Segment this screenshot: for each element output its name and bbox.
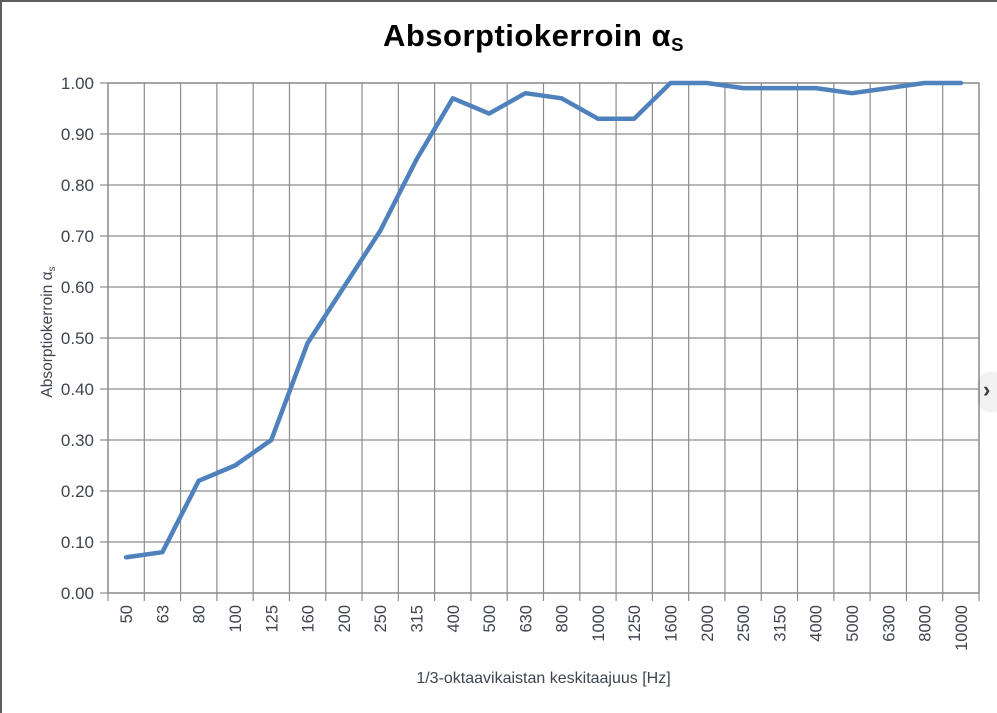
y-tick-label: 0.50 (61, 329, 94, 348)
x-tick-label: 5000 (844, 605, 862, 642)
x-tick-label: 3150 (771, 605, 789, 642)
x-tick-label: 160 (300, 605, 318, 633)
x-tick-label: 6300 (880, 605, 898, 642)
x-tick-label: 1250 (626, 605, 644, 642)
x-tick-label: 8000 (917, 605, 935, 642)
x-tick-label: 10000 (953, 605, 971, 651)
y-tick-label: 0.80 (61, 176, 94, 195)
y-axis-title: Absorptiokerroin αs (39, 266, 58, 398)
y-tick-label: 0.20 (61, 482, 94, 501)
chart-title-subscript: S (671, 34, 685, 56)
x-tick-label: 63 (154, 605, 172, 623)
chart-title: Absorptiokerroin αS (88, 18, 979, 56)
x-tick-label: 1000 (590, 605, 608, 642)
x-tick-label: 50 (118, 605, 136, 623)
x-tick-label: 630 (517, 605, 535, 633)
plot-border (107, 82, 980, 594)
y-tick-label: 0.90 (61, 125, 94, 144)
data-line (123, 80, 964, 560)
y-tick-label: 0.30 (61, 431, 94, 450)
y-tick-label: 0.40 (61, 380, 94, 399)
y-tick-label: 1.00 (61, 74, 94, 93)
x-axis-title: 1/3-oktaavikaistan keskitaajuus [Hz] (416, 670, 671, 687)
x-tick-label: 2500 (735, 605, 753, 642)
y-axis-title-subscript: s (46, 266, 58, 272)
chevron-right-icon: › (983, 377, 991, 402)
x-tick-label: 400 (445, 605, 463, 633)
x-tick-label: 4000 (808, 605, 826, 642)
x-tick-label: 250 (372, 605, 390, 633)
x-tick-label: 200 (336, 605, 354, 633)
next-page-button[interactable]: › (980, 374, 997, 410)
chart-title-text: Absorptiokerroin α (382, 18, 672, 53)
y-axis-title-text: Absorptiokerroin α (39, 271, 56, 398)
x-tick-label: 100 (227, 605, 245, 633)
y-tick-label: 0.10 (61, 533, 94, 552)
x-tick-label: 80 (191, 605, 209, 623)
x-tick-label: 2000 (699, 605, 717, 642)
y-tick-label: 0.60 (61, 278, 94, 297)
x-tick-label: 500 (481, 605, 499, 633)
x-tick-label: 315 (408, 605, 426, 633)
x-tick-label: 1600 (663, 605, 681, 642)
x-tick-label: 800 (554, 605, 572, 633)
y-tick-label: 0.00 (61, 584, 94, 603)
x-tick-label: 125 (263, 605, 281, 633)
y-tick-label: 0.70 (61, 227, 94, 246)
